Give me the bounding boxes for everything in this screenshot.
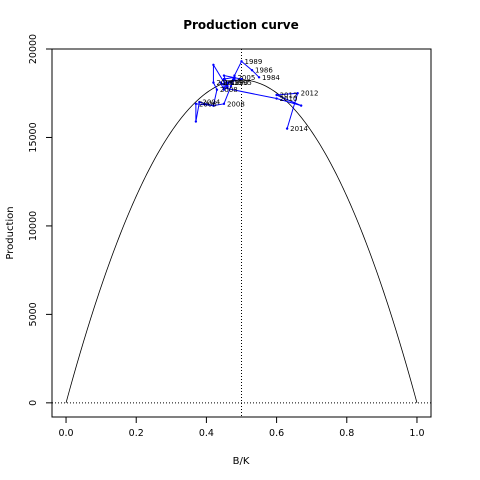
x-tick-label: 0.0: [58, 428, 73, 439]
y-axis: 0 5000 10000 15000 20000: [28, 34, 52, 406]
chart-title: Production curve: [183, 18, 299, 32]
series-point: [219, 81, 222, 84]
point-label: 2005: [237, 74, 255, 82]
series-point: [222, 88, 226, 91]
point-label: 2010: [280, 95, 298, 103]
series-point: [233, 76, 236, 79]
series-point: [222, 86, 226, 90]
series-point: [215, 88, 219, 91]
point-label: 1986: [255, 67, 273, 75]
series-point: [226, 86, 229, 90]
plot-frame: [51, 48, 432, 418]
series-point: [226, 83, 229, 86]
series-point: [299, 104, 303, 107]
plot-area: 1984198919861995200520001990200620082004…: [52, 49, 431, 417]
y-tick-label: 20000: [28, 34, 39, 64]
x-tick-label: 1.0: [409, 428, 424, 439]
y-tick-label: 10000: [28, 211, 39, 241]
point-label: 2004: [202, 99, 220, 107]
point-label: 1989: [245, 58, 263, 66]
y-axis-label: Production: [5, 206, 16, 259]
series-point: [240, 77, 243, 81]
series-point: [212, 63, 215, 67]
point-label: 2008: [220, 86, 238, 94]
y-tick-label: 15000: [28, 122, 39, 152]
series-point: [296, 92, 299, 95]
series-point: [194, 102, 198, 106]
point-label: 2006: [216, 79, 234, 87]
y-tick-label: 0: [28, 400, 39, 406]
point-label: 1990: [230, 79, 248, 87]
series-point: [229, 84, 233, 88]
point-label: 2012: [280, 92, 298, 100]
point-label: 2000: [223, 79, 241, 87]
series-point: [240, 60, 243, 63]
series-point: [229, 81, 233, 84]
x-axis-label: B/K: [233, 456, 250, 467]
point-label: 2006: [199, 100, 217, 108]
series-point: [226, 81, 229, 84]
series-point: [198, 100, 201, 104]
point-label: 2008: [227, 100, 245, 108]
x-tick-label: 0.4: [199, 428, 214, 439]
point-label: 1984: [262, 74, 280, 82]
point-label: 2012: [301, 90, 319, 98]
series-point: [285, 127, 289, 130]
point-label: 2014: [290, 125, 308, 133]
series-point: [275, 93, 278, 97]
x-axis: 0.0 0.2 0.4 0.6 0.8 1.0: [58, 417, 425, 439]
series-point: [226, 84, 229, 88]
series-point: [250, 69, 254, 72]
series-point: [257, 76, 261, 79]
series-point: [222, 102, 226, 106]
y-tick-label: 5000: [28, 302, 39, 326]
series-point: [212, 104, 215, 107]
series-point: [212, 81, 215, 84]
point-label: 1995: [234, 79, 252, 87]
series-point: [194, 120, 198, 123]
series-point: [275, 97, 278, 100]
series-point: [233, 74, 236, 77]
x-tick-label: 0.6: [269, 428, 284, 439]
x-tick-label: 0.2: [129, 428, 144, 439]
x-tick-label: 0.8: [339, 428, 354, 439]
series-point: [222, 77, 226, 81]
series-point: [222, 74, 226, 77]
series-point: [233, 77, 236, 81]
